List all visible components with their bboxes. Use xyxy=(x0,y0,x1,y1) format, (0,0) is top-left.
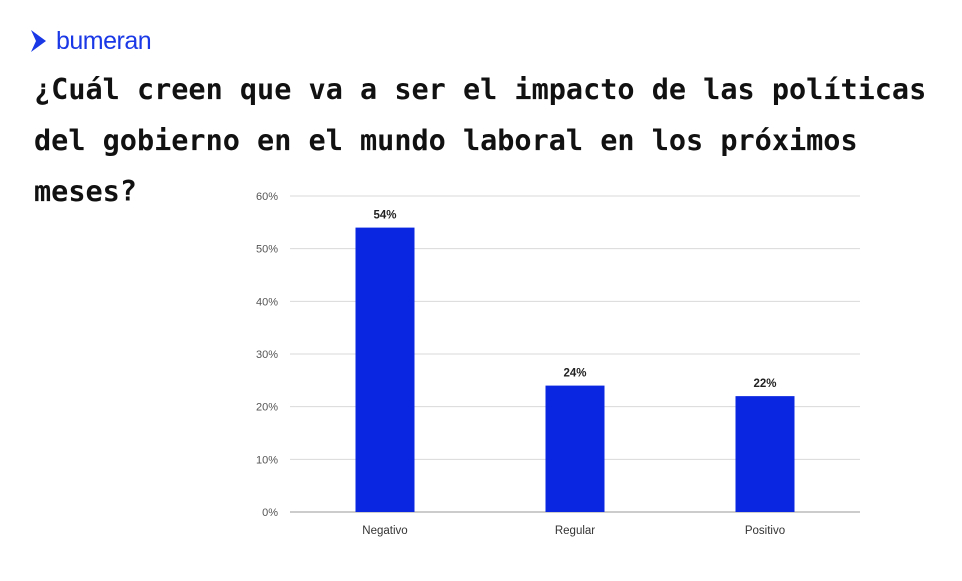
x-tick-label: Regular xyxy=(555,525,595,537)
bar-positivo xyxy=(735,396,795,512)
data-label: 24% xyxy=(563,368,586,380)
bar-negativo xyxy=(355,227,415,512)
brand-logo: bumeran xyxy=(28,26,152,56)
y-tick-label: 30% xyxy=(256,349,278,361)
data-label: 54% xyxy=(373,210,396,222)
y-tick-label: 20% xyxy=(256,402,278,414)
page-title: ¿Cuál creen que va a ser el impacto de l… xyxy=(34,73,927,208)
chevron-right-icon xyxy=(31,30,46,52)
y-tick-label: 50% xyxy=(256,244,278,256)
x-tick-label: Negativo xyxy=(362,525,407,537)
y-tick-label: 40% xyxy=(256,296,278,308)
x-tick-label: Positivo xyxy=(745,525,785,537)
data-label: 22% xyxy=(753,378,776,390)
y-tick-label: 60% xyxy=(256,191,278,203)
y-tick-label: 0% xyxy=(262,507,278,519)
bar-regular xyxy=(545,385,605,512)
brand-name: bumeran xyxy=(56,27,152,55)
y-tick-label: 10% xyxy=(256,454,278,466)
